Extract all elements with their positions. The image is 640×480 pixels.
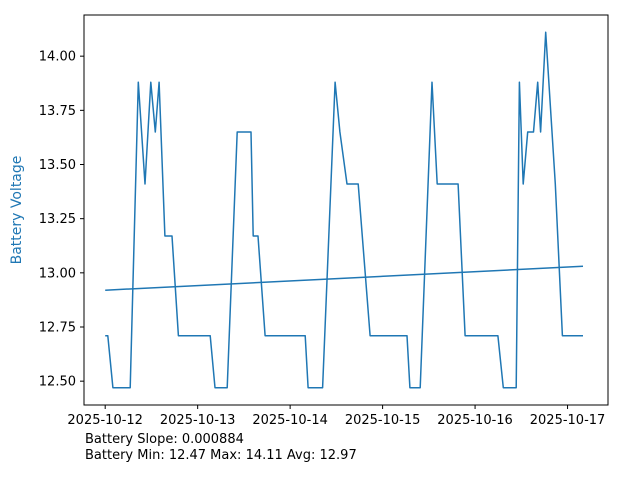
x-tick-label: 2025-10-12 xyxy=(67,413,143,428)
x-tick-label: 2025-10-17 xyxy=(530,413,606,428)
y-tick-label: 13.50 xyxy=(39,158,76,173)
plot-area xyxy=(83,14,609,406)
y-tick-label: 14.00 xyxy=(39,50,76,65)
x-tick-label: 2025-10-15 xyxy=(345,413,421,428)
y-tick-label: 12.75 xyxy=(39,321,76,336)
battery-slope-annotation: Battery Slope: 0.000884 xyxy=(85,432,244,447)
x-tick-label: 2025-10-16 xyxy=(437,413,513,428)
y-axis-label: Battery Voltage xyxy=(9,155,25,265)
y-tick-label: 12.50 xyxy=(39,375,76,390)
battery-voltage-line xyxy=(105,31,583,389)
battery-stats-annotation: Battery Min: 12.47 Max: 14.11 Avg: 12.97 xyxy=(85,448,357,463)
y-tick-label: 13.25 xyxy=(39,212,76,227)
y-tick-label: 13.00 xyxy=(39,266,76,281)
y-tick-label: 13.75 xyxy=(39,104,76,119)
x-tick-label: 2025-10-14 xyxy=(252,413,328,428)
trend-line xyxy=(105,265,584,291)
x-tick-label: 2025-10-13 xyxy=(160,413,236,428)
